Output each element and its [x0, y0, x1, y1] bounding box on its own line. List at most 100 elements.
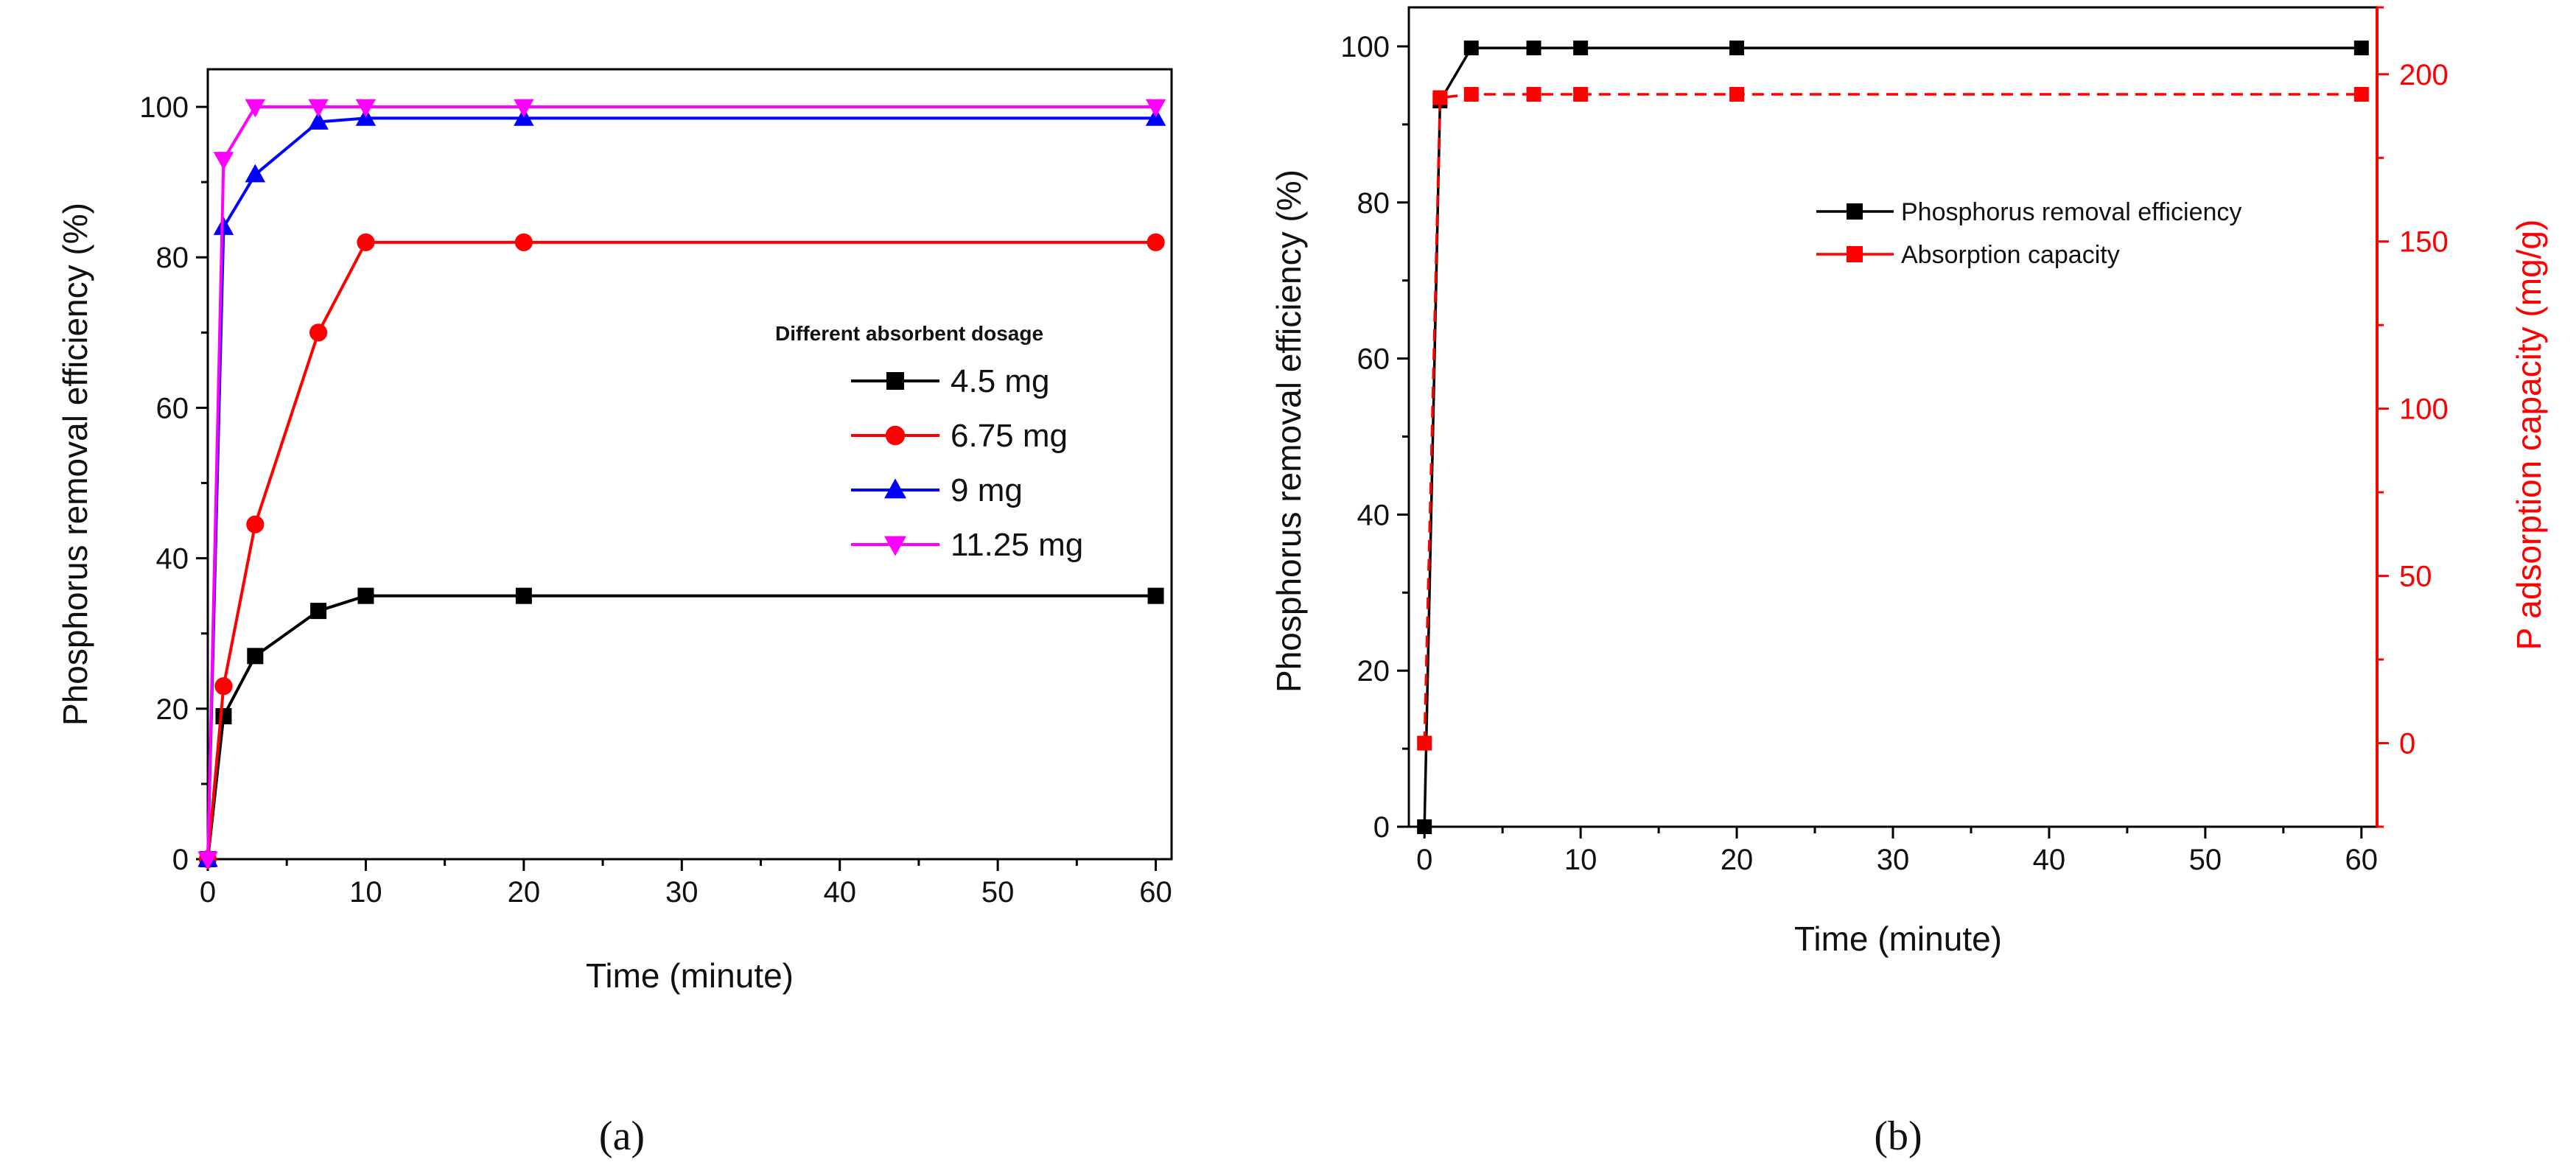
legend-a: Different absorbent dosage 4.5 mg 6.75 mg… — [775, 322, 1083, 563]
series-b-1 — [1417, 87, 2369, 751]
axes-b: 0 10 20 30 40 50 60 0 20 40 60 80 100 0 50 100 150 200 — [1340, 6, 2449, 876]
legend-marker-b — [1847, 203, 1863, 220]
legend-b: Phosphorus removal efficiency Absorption … — [1816, 198, 2241, 269]
legend-item-b: Phosphorus removal efficiency — [1816, 198, 2241, 226]
legend-item-a: 11.25 mg — [851, 527, 1083, 563]
x-tick-label-a: 60 — [1139, 876, 1172, 909]
x-tick-label-a: 40 — [823, 876, 856, 909]
legend-label-b: Phosphorus removal efficiency — [1901, 198, 2241, 226]
data-point-a — [1147, 587, 1164, 604]
panel-label-a: (a) — [599, 1113, 645, 1159]
y-tick-label-a: 20 — [156, 693, 189, 726]
y-tick-label-a: 40 — [156, 543, 189, 575]
data-point-b — [1417, 735, 1432, 751]
panel-label-b: (b) — [1874, 1113, 1922, 1159]
x-tick-label-a: 30 — [665, 876, 699, 909]
series-group-b — [1417, 41, 2369, 834]
legend-item-a: 9 mg — [851, 472, 1023, 508]
data-point-a — [213, 152, 234, 170]
x-tick-label-a: 20 — [508, 876, 541, 909]
data-point-b — [2353, 41, 2369, 56]
data-point-b — [1463, 87, 1479, 102]
legend-label-a: 11.25 mg — [951, 527, 1083, 563]
y-right-tick-label-b: 50 — [2399, 561, 2432, 593]
series-line-a — [206, 594, 1156, 860]
legend-marker-a — [886, 372, 904, 390]
legend-item-b: Absorption capacity — [1816, 241, 2120, 269]
data-point-a — [308, 99, 329, 118]
y-axis-title-b: Phosphorus removal efficiency (%) — [1270, 169, 1308, 693]
x-tick-label-a: 0 — [200, 876, 216, 909]
y-tick-label-b: 20 — [1357, 655, 1390, 687]
axes-a: 0 10 20 30 40 50 60 0 20 40 60 80 100 — [139, 91, 1172, 909]
y-tick-label-a: 100 — [139, 91, 189, 124]
series-a-0 — [200, 587, 1164, 867]
x-axis-title-a: Time (minute) — [586, 956, 794, 995]
data-point-a — [214, 677, 233, 696]
series-line-b — [1423, 93, 2362, 743]
y-tick-label-b: 60 — [1357, 343, 1390, 376]
data-point-a — [215, 708, 232, 725]
panel-b: 0 10 20 30 40 50 60 0 20 40 60 80 100 0 50 100 150 200 Ti… — [1270, 6, 2548, 1159]
y-tick-label-a: 80 — [156, 242, 189, 274]
data-point-a — [246, 515, 265, 533]
y-right-tick-label-b: 0 — [2399, 728, 2415, 760]
legend-label-b: Absorption capacity — [1901, 241, 2120, 269]
data-point-b — [1573, 87, 1589, 102]
x-tick-label-b: 50 — [2189, 844, 2222, 876]
x-tick-label-b: 40 — [2033, 844, 2066, 876]
data-point-b — [2353, 87, 2369, 102]
data-point-a — [357, 233, 375, 251]
y-right-tick-label-b: 200 — [2399, 59, 2449, 91]
data-point-a — [310, 603, 327, 620]
data-point-b — [1463, 41, 1479, 56]
x-tick-label-b: 10 — [1564, 844, 1597, 876]
y-axis-right-title-b: P adsorption capacity (mg/g) — [2510, 220, 2548, 651]
data-point-a — [197, 851, 218, 870]
x-tick-label-b: 60 — [2345, 844, 2379, 876]
data-point-b — [1573, 41, 1589, 56]
plot-frame-b — [1407, 6, 2379, 828]
data-point-b — [1432, 90, 1448, 105]
x-tick-label-b: 30 — [1877, 844, 1910, 876]
y-tick-label-b: 80 — [1357, 187, 1390, 220]
series-b-0 — [1417, 41, 2369, 834]
y-tick-label-b: 40 — [1357, 499, 1390, 531]
series-group-a — [197, 99, 1166, 870]
data-point-a — [514, 233, 533, 251]
data-point-a — [245, 99, 266, 118]
data-point-a — [514, 99, 534, 118]
data-point-a — [357, 587, 374, 604]
data-point-a — [1147, 233, 1165, 251]
data-point-b — [1526, 41, 1541, 56]
series-line-b — [1423, 46, 2362, 827]
y-tick-label-a: 0 — [172, 844, 189, 876]
x-tick-label-a: 10 — [349, 876, 382, 909]
legend-marker-a — [884, 536, 906, 556]
x-tick-label-a: 50 — [981, 876, 1015, 909]
data-point-a — [355, 99, 377, 118]
data-point-b — [1729, 87, 1745, 102]
data-point-a — [1145, 99, 1166, 118]
legend-label-a: 9 mg — [951, 472, 1023, 508]
y-right-tick-label-b: 150 — [2399, 226, 2449, 259]
data-point-a — [515, 587, 532, 604]
data-point-a — [213, 217, 234, 235]
data-point-b — [1729, 41, 1745, 56]
legend-marker-a — [885, 425, 906, 446]
y-tick-label-b: 100 — [1340, 31, 1390, 63]
legend-label-a: 4.5 mg — [951, 363, 1050, 399]
plot-frame-a — [206, 68, 1173, 861]
x-tick-label-b: 20 — [1721, 844, 1754, 876]
data-point-a — [309, 323, 328, 342]
y-tick-label-b: 0 — [1373, 811, 1390, 844]
legend-item-a: 6.75 mg — [851, 418, 1068, 454]
series-a-3 — [197, 99, 1166, 870]
y-tick-label-a: 60 — [156, 392, 189, 424]
legend-title-a: Different absorbent dosage — [775, 322, 1043, 345]
x-tick-label-b: 0 — [1416, 844, 1432, 876]
y-right-tick-label-b: 100 — [2399, 393, 2449, 426]
y-axis-title-a: Phosphorus removal efficiency (%) — [56, 203, 94, 726]
data-point-b — [1417, 819, 1432, 834]
